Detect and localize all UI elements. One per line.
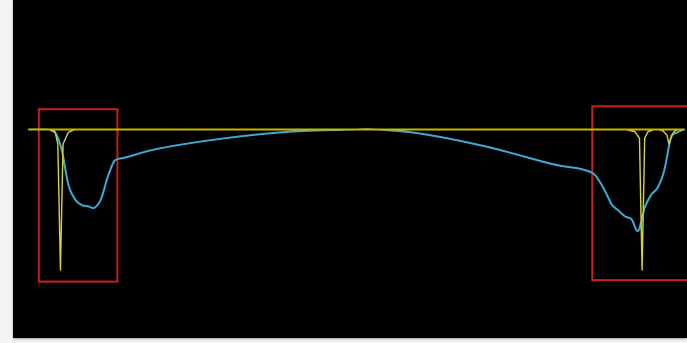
plot-area — [13, 0, 687, 338]
spike-line-2 — [47, 128, 76, 271]
profile-curve — [28, 128, 685, 233]
spike-line-3 — [624, 128, 656, 271]
highlight-box-1 — [37, 108, 119, 283]
spike-line-4 — [657, 128, 680, 145]
highlight-box-2 — [591, 105, 687, 282]
series-layer — [28, 128, 685, 271]
highlight-layer — [37, 105, 687, 283]
